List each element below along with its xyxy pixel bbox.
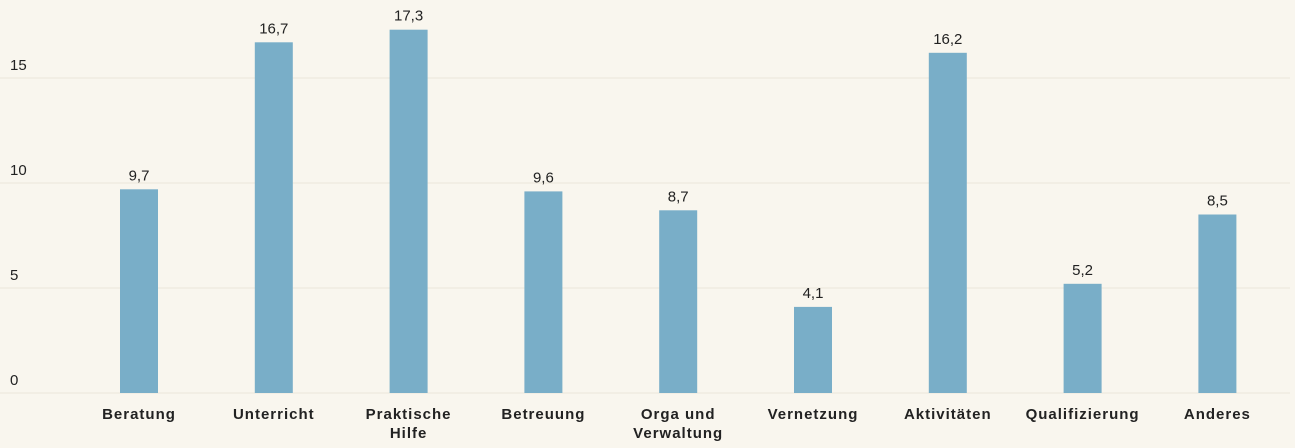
x-tick-label: Aktivitäten: [903, 406, 992, 423]
y-tick-label: 0: [10, 372, 18, 389]
bar: [794, 306, 832, 393]
y-tick-label: 5: [10, 267, 18, 284]
x-tick-label: Unterricht: [232, 406, 315, 423]
value-label: 16,2: [933, 31, 962, 48]
value-label: 5,2: [1072, 262, 1093, 279]
x-tick-label: Qualifizierung: [1025, 406, 1140, 423]
value-label: 4,1: [803, 285, 824, 302]
bar: [1198, 214, 1237, 393]
value-label: 16,7: [259, 20, 288, 37]
x-tick-label: Orga und Verwaltung: [633, 406, 724, 442]
bar: [1063, 283, 1102, 393]
value-label: 17,3: [394, 8, 423, 25]
x-tick-label: Betreuung: [501, 406, 586, 423]
y-tick-label: 15: [10, 57, 27, 74]
bar: [659, 210, 698, 393]
x-tick-label: Vernetzung: [767, 406, 859, 423]
y-tick-label: 10: [10, 162, 27, 179]
value-label: 9,7: [129, 167, 150, 184]
bar: [524, 191, 563, 393]
bar: [254, 42, 293, 394]
bar: [120, 189, 158, 393]
x-tick-label: Praktische Hilfe: [365, 406, 452, 442]
bar: [928, 52, 967, 394]
x-tick-label: Beratung: [102, 406, 176, 423]
x-tick-label: Anderes: [1183, 406, 1251, 423]
bar: [389, 29, 428, 393]
value-label: 8,7: [668, 188, 689, 205]
value-label: 9,6: [533, 169, 554, 186]
value-label: 8,5: [1207, 193, 1228, 210]
